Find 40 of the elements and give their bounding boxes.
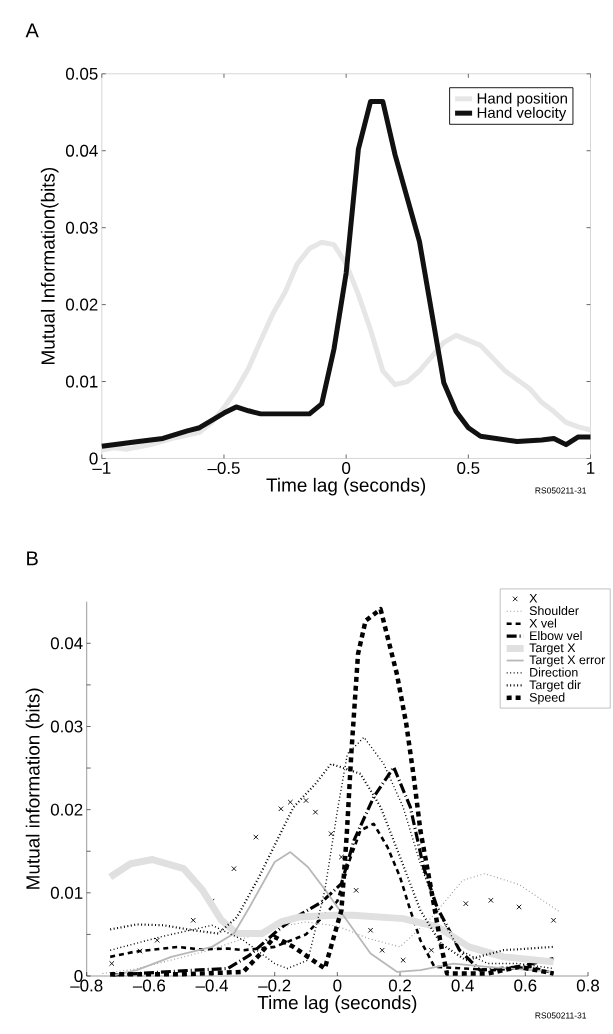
- x-tick-label: 0: [342, 462, 351, 475]
- x-tick-label: –0.2: [258, 979, 291, 992]
- text: RS050211-31: [535, 487, 587, 494]
- y-tick-label: 0.01: [65, 375, 98, 388]
- y-tick-label: 0.03: [65, 221, 98, 234]
- text: RS050211-31: [535, 1012, 587, 1019]
- chart-title: A: [25, 23, 39, 38]
- legend-label: Direction: [530, 667, 578, 677]
- x-tick-label: 1: [587, 462, 595, 474]
- x-tick-label: 0.6: [514, 979, 537, 992]
- legend-label: Speed: [529, 692, 565, 705]
- x-axis-title: Time lag (seconds): [266, 477, 426, 496]
- y-tick-label: 0.03: [50, 720, 83, 733]
- legend-label: Hand position: [477, 92, 567, 107]
- y-tick-label: 0.05: [65, 67, 98, 80]
- x-tick-label: 0.8: [576, 979, 600, 992]
- legend-label: Hand velocity: [477, 107, 567, 121]
- x-tick-label: –0.6: [132, 979, 166, 992]
- legend-label: Elbow vel: [530, 630, 582, 641]
- x-tick-label: 0.4: [451, 979, 474, 992]
- legend-label: X vel: [529, 618, 556, 628]
- legend-label: X: [529, 593, 538, 603]
- x-tick-label: 0.5: [457, 462, 480, 475]
- x-axis-title: Time lag (seconds): [257, 995, 417, 1013]
- y-axis-title: Mutual Information(bits): [40, 167, 59, 365]
- y-tick-label: 0.01: [50, 886, 83, 899]
- legend-label: Shoulder: [529, 605, 579, 616]
- legend-label: Target X error: [529, 655, 606, 667]
- legend-label: Target dir: [529, 680, 581, 692]
- y-tick-label: 0.02: [50, 803, 83, 816]
- x-tick-label: –0.4: [195, 979, 229, 992]
- y-tick-label: 0.04: [65, 144, 98, 157]
- x-tick-label: 0.2: [388, 979, 411, 992]
- y-tick-label: 0.04: [50, 637, 83, 650]
- y-tick-label: 0.02: [65, 298, 98, 311]
- legend-label: Target X: [529, 643, 576, 655]
- chart-title: B: [27, 551, 38, 566]
- x-tick-label: 0: [333, 979, 342, 992]
- y-axis-title: Mutual information (bits): [25, 688, 44, 889]
- x-tick-label: –0.5: [207, 462, 240, 475]
